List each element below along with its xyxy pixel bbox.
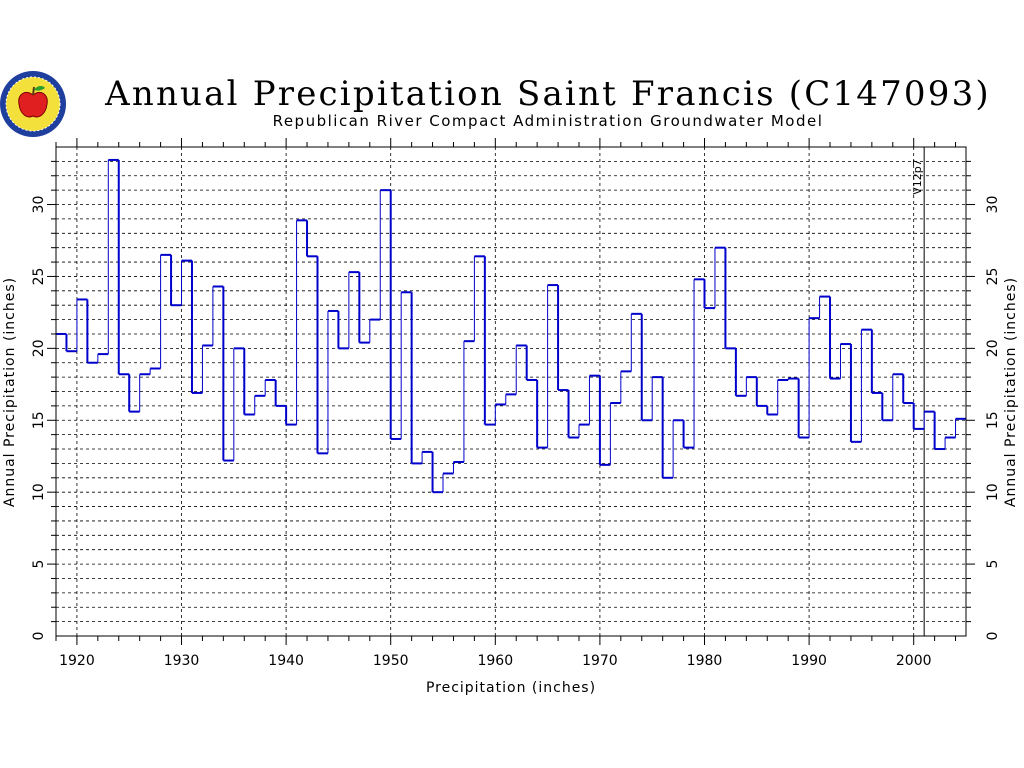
y-axis-label-right: Annual Precipitation (inches) (1003, 277, 1019, 507)
y-tick-label-left: 10 (31, 483, 47, 501)
y-tick-label-left: 15 (31, 411, 47, 429)
series-steps (56, 158, 966, 494)
x-axis-label: Precipitation (inches) (426, 680, 596, 696)
plot-frame (55, 146, 967, 637)
gridlines (56, 147, 966, 636)
series (56, 158, 966, 494)
y-tick-label-right: 25 (985, 268, 1001, 286)
x-tick-label: 1990 (791, 653, 827, 669)
chart-title: Annual Precipitation Saint Francis (C147… (104, 74, 991, 114)
y-tick-label-left: 25 (31, 268, 47, 286)
chart-subtitle: Republican River Compact Administration … (273, 112, 824, 130)
y-tick-label-left: 20 (31, 339, 47, 357)
y-tick-label-right: 5 (985, 560, 1001, 569)
y-tick-label-left: 0 (31, 632, 47, 641)
axis-ticks (47, 138, 975, 645)
x-tick-label: 1960 (477, 653, 513, 669)
x-tick-label: 1970 (582, 653, 618, 669)
y-tick-label-right: 0 (985, 632, 1001, 641)
y-tick-label-left: 30 (31, 196, 47, 214)
y-tick-label-left: 5 (31, 560, 47, 569)
x-tick-label: 2000 (896, 653, 932, 669)
x-tick-label: 1920 (59, 653, 95, 669)
vertical-annotation: V12p7 (911, 159, 924, 195)
x-tick-labels: 1920 1930 1940 1950 1960 1970 1980 1990 2000 (59, 653, 931, 669)
y-tick-label-right: 20 (985, 339, 1001, 357)
x-tick-label: 1930 (164, 653, 200, 669)
y-tick-label-right: 10 (985, 483, 1001, 501)
x-tick-label: 1940 (268, 653, 304, 669)
apple-icon (18, 86, 48, 118)
y-tick-label-right: 30 (985, 196, 1001, 214)
y-tick-labels: 0 0 5 5 10 10 15 15 20 20 25 25 30 30 (31, 196, 1001, 641)
x-tick-label: 1950 (373, 653, 409, 669)
x-tick-label: 1980 (687, 653, 723, 669)
logo-seal (0, 71, 66, 137)
y-axis-label-left: Annual Precipitation (inches) (2, 277, 18, 507)
y-tick-label-right: 15 (985, 411, 1001, 429)
